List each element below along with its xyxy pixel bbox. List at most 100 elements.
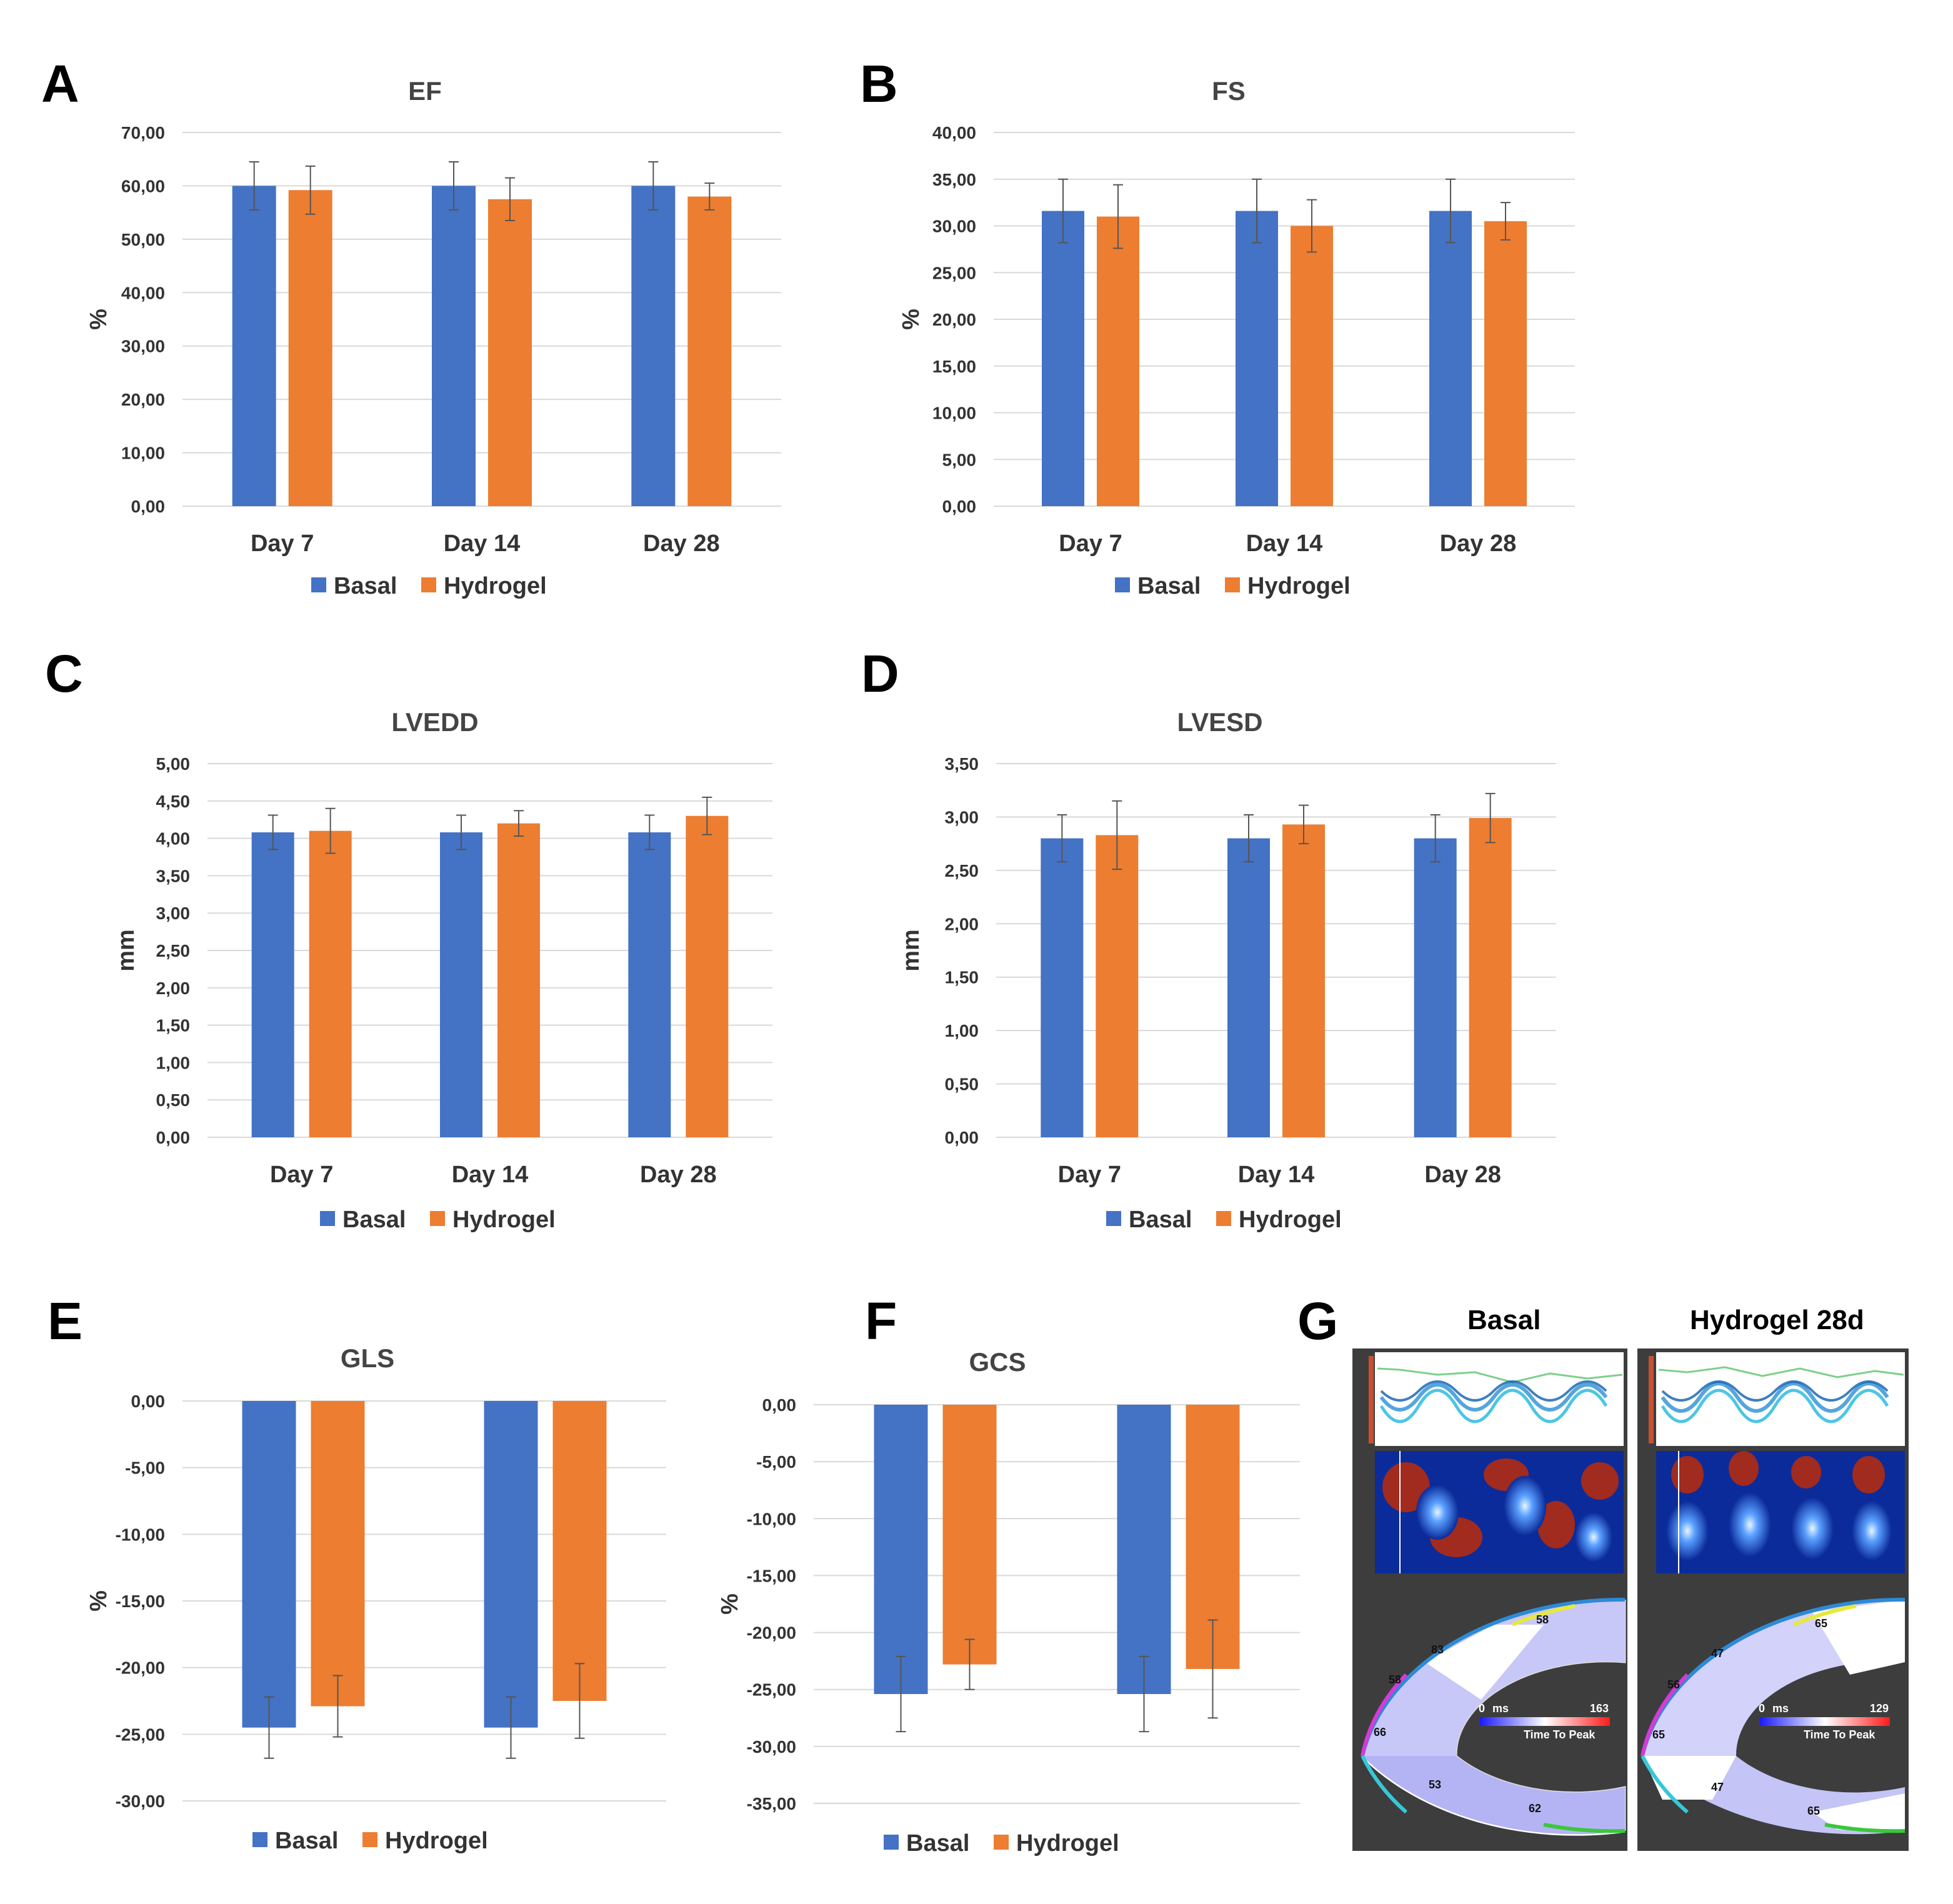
bar-hydrogel-3 — [687, 196, 732, 506]
y-tick-label: 60,00 — [121, 176, 165, 196]
bar-hydrogel-1 — [309, 830, 352, 1137]
bar-hydrogel-1 — [311, 1401, 365, 1707]
chart-title: LVESD — [1177, 707, 1263, 737]
bar-hydrogel-2 — [552, 1401, 607, 1701]
legend-label-hydrogel: Hydrogel — [1247, 573, 1351, 599]
y-tick-label: -20,00 — [116, 1658, 165, 1678]
category-label: Day 7 — [1058, 1162, 1121, 1188]
y-tick-label: 1,00 — [156, 1053, 191, 1072]
y-axis-label: % — [898, 309, 924, 330]
panel-g-title-hydrogel: Hydrogel 28d — [1690, 1305, 1864, 1335]
bar-hydrogel-3 — [1484, 221, 1527, 506]
bar-basal-3 — [628, 832, 671, 1137]
category-label: Day 28 — [640, 1162, 717, 1188]
y-tick-label: -5,00 — [756, 1452, 796, 1472]
y-tick-label: -20,00 — [747, 1623, 796, 1643]
bar-basal-1 — [1042, 211, 1084, 506]
category-label: Day 28 — [1440, 531, 1517, 557]
chart-e: GLS -30,00 -25,00 -20,00 -15,00 -10,00 -5,00 0,… — [86, 1343, 666, 1854]
legend-swatch-basal — [311, 577, 326, 592]
category-label: Day 14 — [452, 1162, 529, 1188]
legend-label-hydrogel: Hydrogel — [1239, 1207, 1342, 1233]
category-label: Day 14 — [444, 531, 521, 557]
category-label: Day 7 — [251, 531, 314, 557]
legend-label-hydrogel: Hydrogel — [385, 1828, 488, 1854]
bar-hydrogel-1 — [1096, 835, 1139, 1137]
bar-hydrogel-3 — [1469, 818, 1512, 1137]
bar-hydrogel-2 — [488, 199, 532, 506]
bar-basal-3 — [1429, 211, 1472, 506]
y-tick-label: 20,00 — [121, 390, 165, 409]
legend-swatch-basal — [320, 1211, 335, 1226]
y-tick-label: 15,00 — [932, 357, 976, 376]
panel-letter-e: E — [47, 1292, 83, 1350]
category-label: Day 14 — [1246, 531, 1323, 557]
y-tick-label: 0,00 — [945, 1128, 979, 1147]
bar-hydrogel-1 — [1097, 216, 1139, 506]
y-tick-label: 40,00 — [932, 123, 976, 142]
panel-g-title-basal: Basal — [1467, 1305, 1541, 1335]
y-tick-label: 0,00 — [156, 1128, 191, 1147]
bar-basal-3 — [631, 186, 676, 506]
bar-hydrogel-2 — [497, 823, 540, 1137]
y-tick-label: 1,50 — [156, 1016, 191, 1035]
panel-letter-d: D — [861, 644, 899, 703]
panel-letter-g: G — [1297, 1292, 1339, 1350]
legend-label-hydrogel: Hydrogel — [452, 1207, 556, 1233]
y-tick-label: 3,50 — [156, 866, 191, 885]
y-tick-label: 10,00 — [932, 404, 976, 423]
y-tick-label: 4,50 — [156, 792, 191, 811]
bar-basal-1 — [1041, 838, 1084, 1137]
y-axis-label: % — [86, 309, 112, 330]
y-tick-label: 35,00 — [932, 170, 976, 189]
y-tick-label: 0,50 — [156, 1090, 191, 1110]
y-tick-label: -35,00 — [747, 1794, 796, 1813]
bar-hydrogel-1 — [942, 1405, 997, 1665]
category-label: Day 14 — [1238, 1162, 1315, 1188]
chart-d: LVESD 0,00 0,50 1,00 1,50 2,00 2,50 3,00 3,50 mm D… — [898, 707, 1556, 1233]
y-tick-label: 0,50 — [945, 1075, 979, 1094]
chart-a: EF 0,00 10,00 20,00 30,00 40,00 50,00 60,00 70,0… — [86, 76, 781, 599]
bar-basal-2 — [1117, 1405, 1171, 1695]
bar-basal-2 — [484, 1401, 538, 1728]
y-tick-label: 10,00 — [121, 444, 165, 463]
y-axis-label: mm — [113, 929, 139, 972]
bar-hydrogel-1 — [288, 190, 332, 506]
legend-label-basal: Basal — [1137, 573, 1201, 599]
y-tick-label: 3,00 — [156, 904, 191, 923]
bar-basal-2 — [1227, 838, 1270, 1137]
y-tick-label: 0,00 — [131, 1392, 166, 1411]
category-label: Day 28 — [1424, 1162, 1501, 1188]
legend-label-basal: Basal — [342, 1207, 406, 1233]
bar-hydrogel-2 — [1291, 226, 1333, 506]
y-tick-label: -10,00 — [747, 1509, 796, 1528]
y-tick-label: 50,00 — [121, 230, 165, 249]
chart-title: LVEDD — [391, 707, 478, 737]
y-tick-label: 0,00 — [942, 497, 977, 516]
y-tick-label: -15,00 — [116, 1592, 165, 1611]
y-tick-label: 3,00 — [945, 807, 979, 827]
y-axis-label: mm — [898, 929, 924, 972]
category-label: Day 28 — [643, 531, 720, 557]
category-label: Day 7 — [270, 1162, 333, 1188]
y-tick-label: 30,00 — [121, 337, 165, 356]
legend-label-hydrogel: Hydrogel — [1016, 1830, 1119, 1857]
bar-basal-1 — [242, 1401, 296, 1728]
legend-swatch-basal — [884, 1835, 899, 1850]
bar-hydrogel-2 — [1282, 824, 1325, 1137]
chart-title: GCS — [969, 1347, 1026, 1377]
y-tick-label: 4,00 — [156, 829, 191, 849]
panel-letter-f: F — [865, 1292, 897, 1350]
legend-label-basal: Basal — [1129, 1207, 1192, 1233]
y-tick-label: 70,00 — [121, 123, 165, 142]
bar-basal-3 — [1414, 838, 1457, 1137]
chart-f: GCS -35,00 -30,00 -25,00 -20,00 -15,00 -10,00 -… — [717, 1347, 1300, 1857]
y-tick-label: 5,00 — [156, 754, 191, 774]
y-tick-label: -15,00 — [747, 1566, 796, 1585]
bar-basal-2 — [440, 832, 482, 1137]
y-tick-label: -30,00 — [747, 1737, 796, 1757]
legend-swatch-basal — [252, 1832, 267, 1847]
legend-swatch-hydrogel — [362, 1832, 377, 1847]
y-tick-label: 40,00 — [121, 283, 165, 302]
